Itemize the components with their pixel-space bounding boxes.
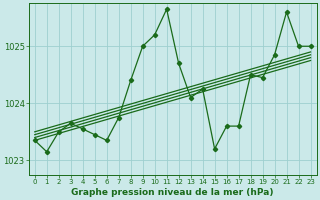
X-axis label: Graphe pression niveau de la mer (hPa): Graphe pression niveau de la mer (hPa)	[71, 188, 274, 197]
